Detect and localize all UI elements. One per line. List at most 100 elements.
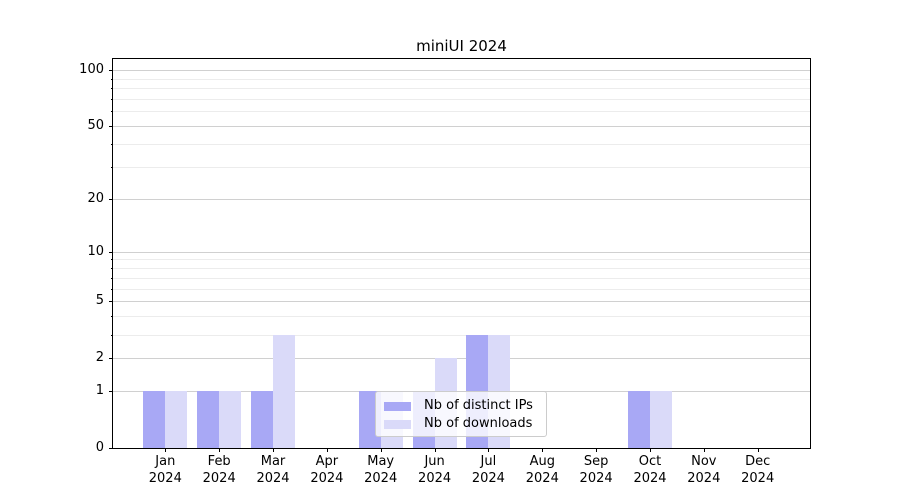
- gridline-minor: [113, 334, 810, 336]
- bar-downloads: [219, 391, 242, 448]
- x-axis-label-month: Apr: [315, 454, 339, 469]
- x-axis-label-year: 2024: [364, 471, 398, 486]
- legend-swatch-downloads: [384, 419, 411, 429]
- gridline-major: [113, 301, 810, 303]
- x-axis-label-month: Aug: [529, 454, 555, 469]
- x-axis-label: Nov 2024: [676, 453, 732, 487]
- y-tick: [109, 358, 113, 359]
- y-axis-label: 20: [87, 190, 104, 206]
- gridline-minor: [113, 316, 810, 318]
- x-axis-label-month: Mar: [260, 454, 286, 469]
- x-axis-label: Sep 2024: [568, 453, 624, 487]
- x-axis-label: Apr 2024: [299, 453, 355, 487]
- y-tick: [109, 391, 113, 393]
- legend: Nb of distinct IPs Nb of downloads: [375, 391, 547, 437]
- bar-distinct-ips: [628, 391, 650, 448]
- x-axis-label-month: Jan: [155, 454, 176, 469]
- y-axis-label: 1: [95, 383, 104, 399]
- gridline-minor: [113, 259, 810, 261]
- x-axis-label-year: 2024: [525, 471, 559, 486]
- x-tick: [757, 448, 759, 452]
- x-axis-label: Jan 2024: [137, 453, 193, 487]
- x-axis-label-year: 2024: [202, 471, 236, 486]
- x-axis-label-month: Nov: [691, 454, 717, 469]
- plot-area: Nb of distinct IPs Nb of downloads: [112, 58, 811, 449]
- gridline-major: [113, 70, 810, 71]
- bar-distinct-ips: [143, 391, 166, 448]
- x-axis-label-year: 2024: [741, 471, 775, 486]
- x-tick: [488, 448, 490, 452]
- x-tick: [380, 448, 382, 452]
- y-axis-label: 100: [79, 62, 104, 77]
- y-tick-minor: [111, 288, 113, 290]
- gridline-minor: [113, 111, 810, 113]
- y-tick-minor: [111, 166, 113, 168]
- bar-layer: [113, 59, 810, 448]
- y-tick-minor: [111, 111, 113, 113]
- legend-label-distinct-ips: Nb of distinct IPs: [424, 398, 533, 413]
- x-tick: [273, 448, 274, 452]
- gridline-major: [113, 126, 810, 127]
- x-axis-label-month: Jun: [424, 454, 445, 469]
- x-axis-label-month: Jul: [480, 454, 497, 469]
- bar-downloads: [650, 391, 672, 448]
- y-axis-label: 5: [95, 293, 104, 309]
- x-axis-label-year: 2024: [471, 471, 505, 486]
- x-axis-label: Feb 2024: [191, 453, 247, 487]
- x-tick: [596, 448, 598, 452]
- chart-title: miniUI 2024: [416, 37, 507, 55]
- x-tick: [165, 448, 167, 452]
- x-axis-label: Jun 2024: [407, 453, 463, 487]
- gridline-major: [113, 251, 810, 253]
- x-axis-label-year: 2024: [310, 471, 344, 486]
- x-tick: [219, 448, 221, 452]
- x-axis-label: Aug 2024: [514, 453, 570, 487]
- bar-downloads: [273, 334, 295, 448]
- x-axis-label-month: Dec: [745, 454, 771, 469]
- y-tick: [109, 251, 113, 253]
- bar-downloads: [165, 391, 188, 448]
- gridline-minor: [113, 143, 810, 145]
- gridline-minor: [113, 88, 810, 90]
- y-tick: [109, 126, 113, 127]
- gridline-minor: [113, 277, 810, 279]
- legend-row-downloads: Nb of downloads: [384, 415, 539, 433]
- y-axis-label: 50: [87, 118, 104, 133]
- x-tick: [542, 448, 544, 452]
- bar-distinct-ips: [197, 391, 220, 448]
- y-tick-minor: [111, 88, 113, 90]
- x-axis-label-month: Oct: [638, 454, 662, 469]
- gridline-minor: [113, 78, 810, 80]
- x-axis-label: Oct 2024: [622, 453, 678, 487]
- y-tick-minor: [111, 316, 113, 318]
- y-axis-label: 2: [95, 350, 104, 365]
- x-axis-label-month: Sep: [583, 454, 609, 469]
- x-tick: [650, 448, 651, 452]
- x-axis-label: Dec 2024: [730, 453, 786, 487]
- y-tick-minor: [111, 259, 113, 261]
- x-axis-label-year: 2024: [579, 471, 613, 486]
- legend-swatch-distinct-ips: [384, 401, 411, 411]
- y-tick-minor: [111, 78, 113, 80]
- x-axis-label-year: 2024: [148, 471, 182, 486]
- legend-label-downloads: Nb of downloads: [424, 416, 533, 431]
- y-tick-minor: [111, 277, 113, 279]
- y-tick: [109, 301, 113, 303]
- gridline-minor: [113, 98, 810, 100]
- gridline-major: [113, 358, 810, 359]
- x-tick: [703, 448, 705, 452]
- legend-row-distinct-ips: Nb of distinct IPs: [384, 397, 539, 415]
- x-axis-label-month: May: [367, 454, 395, 469]
- y-tick-minor: [111, 334, 113, 336]
- x-axis-label-month: Feb: [207, 454, 231, 469]
- x-tick: [434, 448, 436, 452]
- y-tick-minor: [111, 143, 113, 145]
- y-axis-label: 0: [95, 440, 104, 455]
- y-tick-minor: [111, 98, 113, 100]
- gridline-minor: [113, 166, 810, 168]
- y-tick: [109, 448, 113, 449]
- x-axis-label-year: 2024: [418, 471, 452, 486]
- gridline-minor: [113, 268, 810, 269]
- y-tick: [109, 70, 113, 71]
